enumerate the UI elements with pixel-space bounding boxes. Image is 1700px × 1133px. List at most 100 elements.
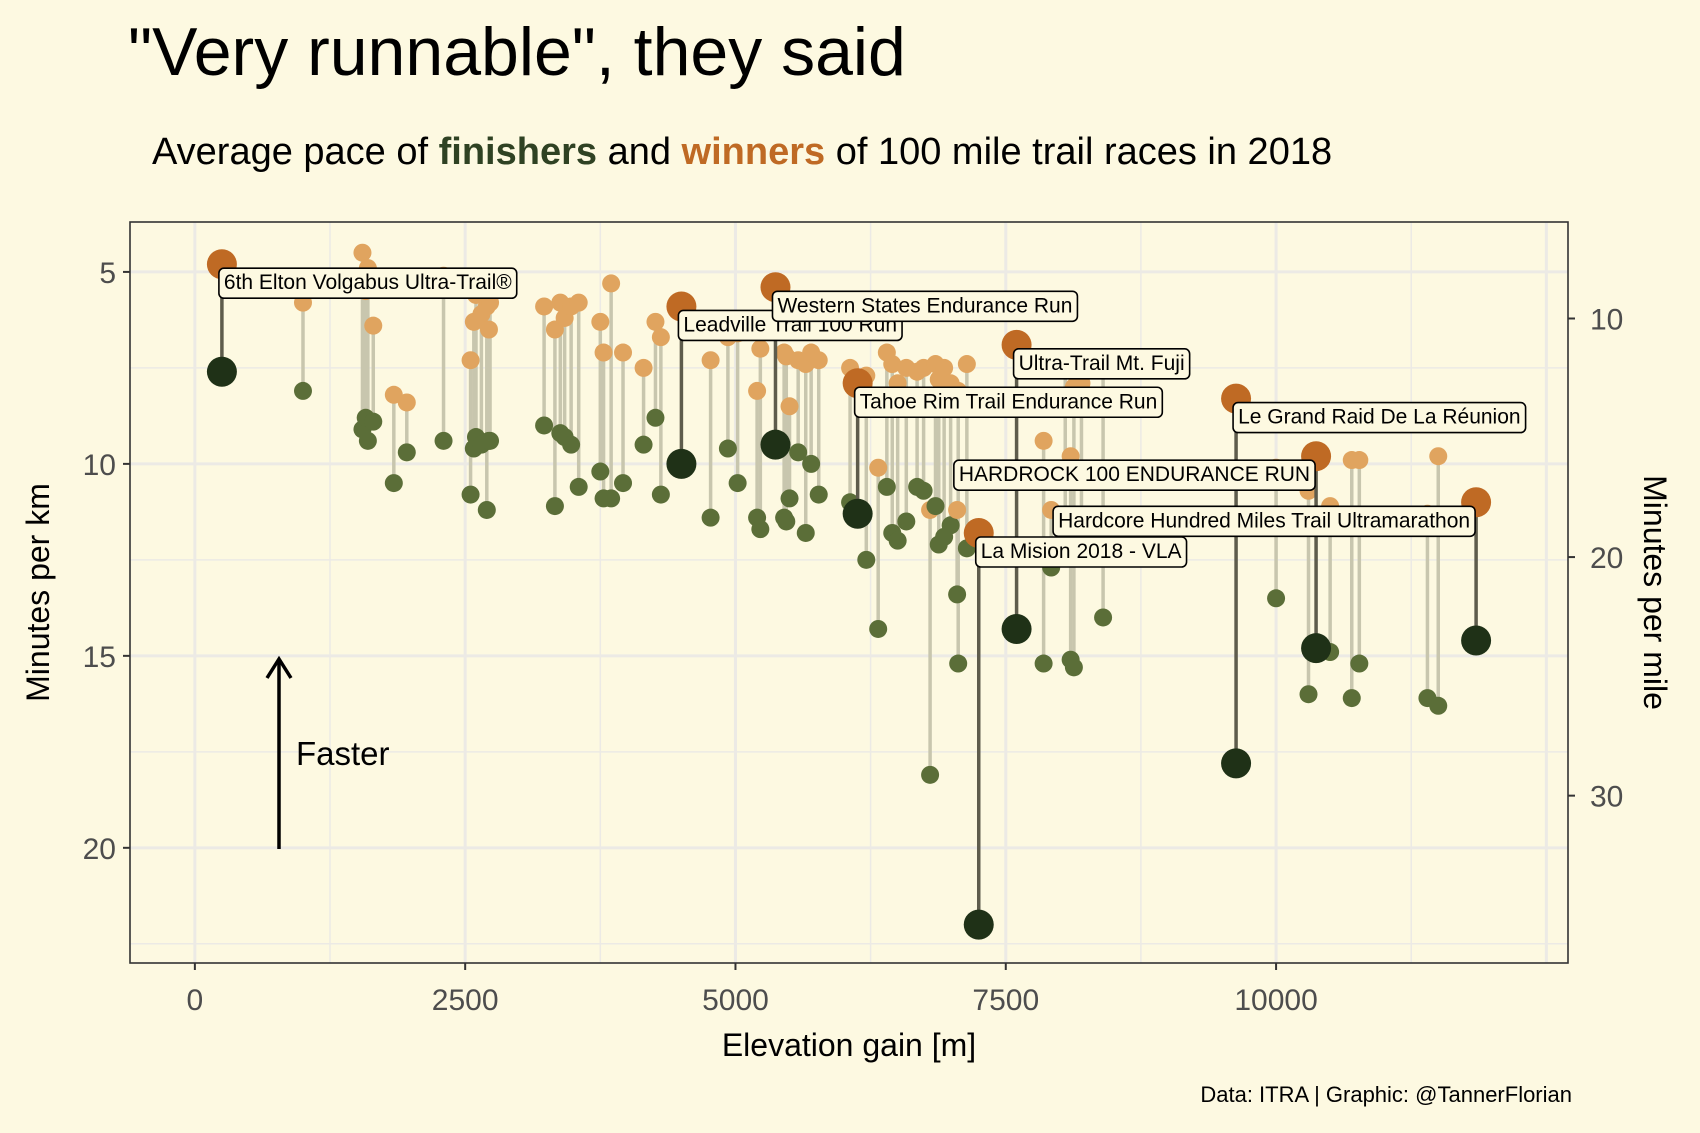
finisher-point	[434, 431, 453, 450]
winner-point	[535, 297, 554, 316]
highlight-finisher-point	[1301, 633, 1332, 664]
y-tick-label: 15	[83, 641, 116, 674]
finisher-point	[1429, 696, 1448, 715]
finisher-point	[569, 477, 588, 496]
axes: 0 2500 5000 7500 10000 5 10 15 20 10 20 30 Elevation…	[20, 221, 1673, 1063]
subtitle-pre: Average pace of	[152, 131, 429, 173]
finisher-point	[948, 585, 967, 604]
winner-point	[780, 397, 799, 416]
winner-point	[751, 339, 770, 358]
finisher-point	[461, 485, 480, 504]
finisher-point	[477, 500, 496, 519]
y-axis-title: Minutes per km	[20, 483, 56, 702]
race-label-box	[853, 386, 1164, 419]
subtitle-finishers: finishers	[438, 131, 598, 173]
finisher-point	[614, 474, 633, 493]
finisher-point	[921, 765, 940, 784]
finisher-point	[1094, 608, 1113, 627]
finisher-point	[1064, 658, 1083, 677]
highlight-finisher-point	[1461, 625, 1492, 656]
y-tick-label: 5	[99, 257, 116, 290]
winner-point	[935, 358, 954, 377]
finisher-point	[1034, 654, 1053, 673]
data-points	[293, 243, 1448, 784]
winner-point	[651, 328, 670, 347]
subtitle-post: of 100 mile trail races in 2018	[835, 131, 1333, 173]
highlight-finisher-point	[666, 448, 697, 479]
race-label: Hardcore Hundred Miles Trail Ultramarath…	[1058, 509, 1470, 532]
winner-point	[397, 393, 416, 412]
race-label-box	[1052, 505, 1476, 538]
winner-point	[594, 343, 613, 362]
race-label: 6th Elton Volgabus Ultra-Trail®	[224, 271, 512, 294]
winner-point	[869, 458, 888, 477]
race-label: La Mision 2018 - VLA	[981, 540, 1182, 563]
race-label: HARDROCK 100 ENDURANCE RUN	[959, 463, 1310, 486]
finisher-point	[796, 523, 815, 542]
panel-border	[129, 221, 1569, 964]
finisher-point	[293, 381, 312, 400]
finisher-point	[1350, 654, 1369, 673]
winner-point	[748, 381, 767, 400]
winner-point	[591, 312, 610, 331]
race-label-box	[1012, 348, 1191, 380]
finisher-point	[751, 520, 770, 539]
faster-arrow-head	[265, 655, 293, 679]
winner-point	[614, 343, 633, 362]
finisher-point	[481, 431, 500, 450]
finisher-point	[780, 489, 799, 508]
y2-tick-label: 20	[1590, 542, 1623, 575]
finisher-point	[1299, 685, 1318, 704]
race-label: Western States Endurance Run	[777, 294, 1072, 317]
winner-point	[1350, 451, 1369, 470]
x-tick-label: 2500	[432, 984, 499, 1017]
y2-axis-title: Minutes per mile	[1637, 475, 1673, 710]
highlight-finisher-point	[760, 429, 791, 460]
x-tick-label: 10000	[1234, 984, 1317, 1017]
highlight-finisher-point	[842, 498, 873, 529]
highlight-finisher-point	[1001, 613, 1032, 644]
y-tick-label: 10	[83, 449, 116, 482]
race-label-box	[218, 267, 518, 300]
finisher-point	[591, 462, 610, 481]
y2-tick-label: 10	[1590, 304, 1623, 337]
race-label-box	[953, 459, 1316, 492]
finisher-point	[634, 435, 653, 454]
winner-point	[461, 351, 480, 370]
finisher-point	[897, 512, 916, 531]
finisher-point	[535, 416, 554, 435]
highlighted-races	[206, 249, 1492, 940]
winner-point	[634, 358, 653, 377]
finisher-point	[789, 443, 808, 462]
winner-point	[809, 351, 828, 370]
winner-point	[701, 351, 720, 370]
finisher-point	[857, 550, 876, 569]
finisher-point	[888, 531, 907, 550]
x-axis-title: Elevation gain [m]	[722, 1027, 976, 1063]
finisher-point	[545, 497, 564, 516]
race-labels: 6th Elton Volgabus Ultra-Trail®Leadville…	[218, 267, 1527, 568]
finisher-point	[562, 435, 581, 454]
finisher-point	[646, 408, 665, 427]
subtitle-winners: winners	[681, 131, 826, 173]
finisher-point	[397, 443, 416, 462]
finisher-point	[941, 516, 960, 535]
winner-point	[479, 320, 498, 339]
chart-title: "Very runnable", they said	[128, 14, 906, 90]
race-label: Tahoe Rim Trail Endurance Run	[860, 390, 1158, 413]
y-tick-label: 20	[83, 833, 116, 866]
chart-caption: Data: ITRA | Graphic: @TannerFlorian	[1200, 1082, 1572, 1107]
winner-point	[883, 355, 902, 374]
chart-subtitle: Average pace of finishers and winners of…	[152, 128, 1332, 176]
finisher-point	[869, 619, 888, 638]
winner-point	[957, 355, 976, 374]
finisher-point	[364, 412, 383, 431]
finisher-point	[358, 431, 377, 450]
winner-point	[646, 312, 665, 331]
race-label-box	[771, 290, 1079, 323]
highlight-finisher-point	[963, 909, 994, 940]
x-tick-label: 5000	[702, 984, 769, 1017]
finisher-point	[651, 485, 670, 504]
